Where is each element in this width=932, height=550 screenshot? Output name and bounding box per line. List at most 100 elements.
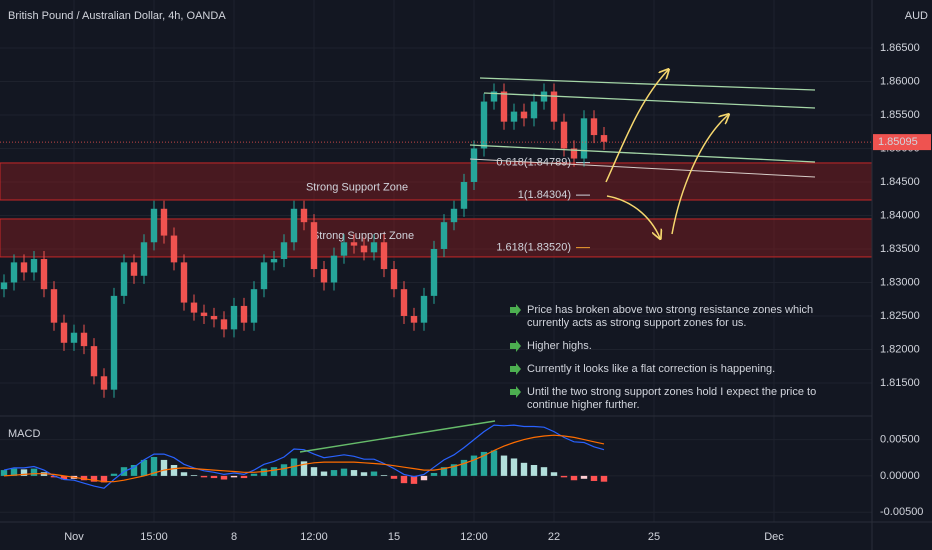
note-text: continue higher further. (527, 399, 640, 411)
y-tick-label: 1.82000 (880, 343, 920, 355)
channel-line (469, 158, 816, 178)
y-tick-label: 0.00000 (880, 470, 920, 482)
candle-body (520, 111, 528, 119)
candle-body (280, 242, 288, 260)
candle-body (80, 332, 88, 347)
candle-body (270, 259, 278, 263)
marks (0, 83, 872, 489)
bullet-arrow (510, 304, 521, 316)
histogram-bar (440, 467, 448, 476)
arrow (606, 195, 660, 238)
histogram-bar (380, 475, 388, 476)
histogram-bar (490, 450, 498, 476)
note-text: Higher highs. (527, 340, 592, 352)
candle-body (320, 269, 328, 283)
candle-body (460, 181, 468, 209)
y-tick-label: 1.83000 (880, 276, 920, 288)
histogram-bar (580, 475, 588, 479)
candle-body (510, 111, 518, 122)
candle-body (540, 91, 548, 102)
histogram-bar (350, 470, 358, 476)
candle-body (0, 282, 8, 290)
candle-body (260, 262, 268, 290)
candle-body (390, 269, 398, 290)
candle-body (370, 242, 378, 253)
channel-line (483, 92, 816, 109)
histogram-bar (190, 475, 198, 476)
last-price-box (873, 134, 931, 151)
arrow (605, 70, 668, 183)
candle-body (90, 346, 98, 377)
histogram-bar (130, 464, 138, 476)
candle-body (410, 315, 418, 323)
y-tick-label: 1.84500 (880, 176, 920, 188)
candle-body (420, 295, 428, 323)
y-tick-label: 1.81500 (880, 377, 920, 389)
histogram-bar (160, 459, 168, 476)
macd-title: MACD (8, 428, 40, 440)
note-text: Currently it looks like a flat correctio… (527, 363, 775, 375)
histogram-bar (330, 470, 338, 476)
candle-body (590, 118, 598, 136)
note-text: Until the two strong support zones hold … (527, 386, 816, 398)
arrow (671, 115, 728, 235)
histogram-bar (180, 472, 188, 476)
candle-body (440, 222, 448, 249)
candle-body (160, 208, 168, 236)
histogram-bar (480, 451, 488, 476)
candle-body (330, 255, 338, 283)
x-tick-label: 8 (231, 531, 237, 543)
candle-body (470, 148, 478, 182)
candle-body (310, 222, 318, 270)
candle-body (250, 289, 258, 323)
histogram-bar (0, 470, 8, 476)
candle-body (560, 121, 568, 149)
histogram-bar (30, 468, 38, 476)
candle-body (570, 148, 578, 159)
fib-label: 1(1.84304) (518, 189, 571, 201)
candle-body (550, 91, 558, 122)
candle-body (200, 312, 208, 316)
histogram-bar (370, 471, 378, 476)
histogram-bar (140, 459, 148, 476)
histogram-bar (450, 464, 458, 476)
histogram-bar (80, 475, 88, 481)
candle-body (120, 262, 128, 296)
y-tick-label: 1.86000 (880, 75, 920, 87)
x-tick-label: 15:00 (140, 531, 168, 543)
candle-body (60, 322, 68, 343)
histogram-bar (520, 462, 528, 476)
candle-body (450, 208, 458, 223)
candle-body (140, 242, 148, 276)
x-tick-label: 25 (648, 531, 660, 543)
x-tick-label: 12:00 (460, 531, 488, 543)
candle-body (130, 262, 138, 276)
histogram-bar (310, 467, 318, 476)
histogram-bar (560, 475, 568, 478)
histogram-bar (570, 475, 578, 481)
candle-body (400, 289, 408, 316)
histogram-bar (260, 468, 268, 476)
histogram-bar (10, 468, 18, 476)
zone-label: Strong Support Zone (306, 181, 408, 193)
candle-body (360, 245, 368, 253)
candle-body (150, 208, 158, 243)
last-price-label: 1.85095 (878, 136, 918, 148)
candle-body (300, 208, 308, 223)
currency: AUD (905, 10, 928, 22)
candle-body (190, 302, 198, 313)
bullet-arrow (510, 363, 521, 375)
histogram-bar (550, 472, 558, 476)
histogram-bar (60, 475, 68, 480)
candle-body (180, 262, 188, 303)
histogram-bar (510, 458, 518, 476)
candle-body (490, 91, 498, 102)
histogram-bar (290, 458, 298, 476)
histogram-bar (280, 464, 288, 476)
candle-body (600, 135, 608, 142)
histogram-bar (90, 475, 98, 482)
candle-body (30, 259, 38, 273)
candle-body (20, 262, 28, 273)
